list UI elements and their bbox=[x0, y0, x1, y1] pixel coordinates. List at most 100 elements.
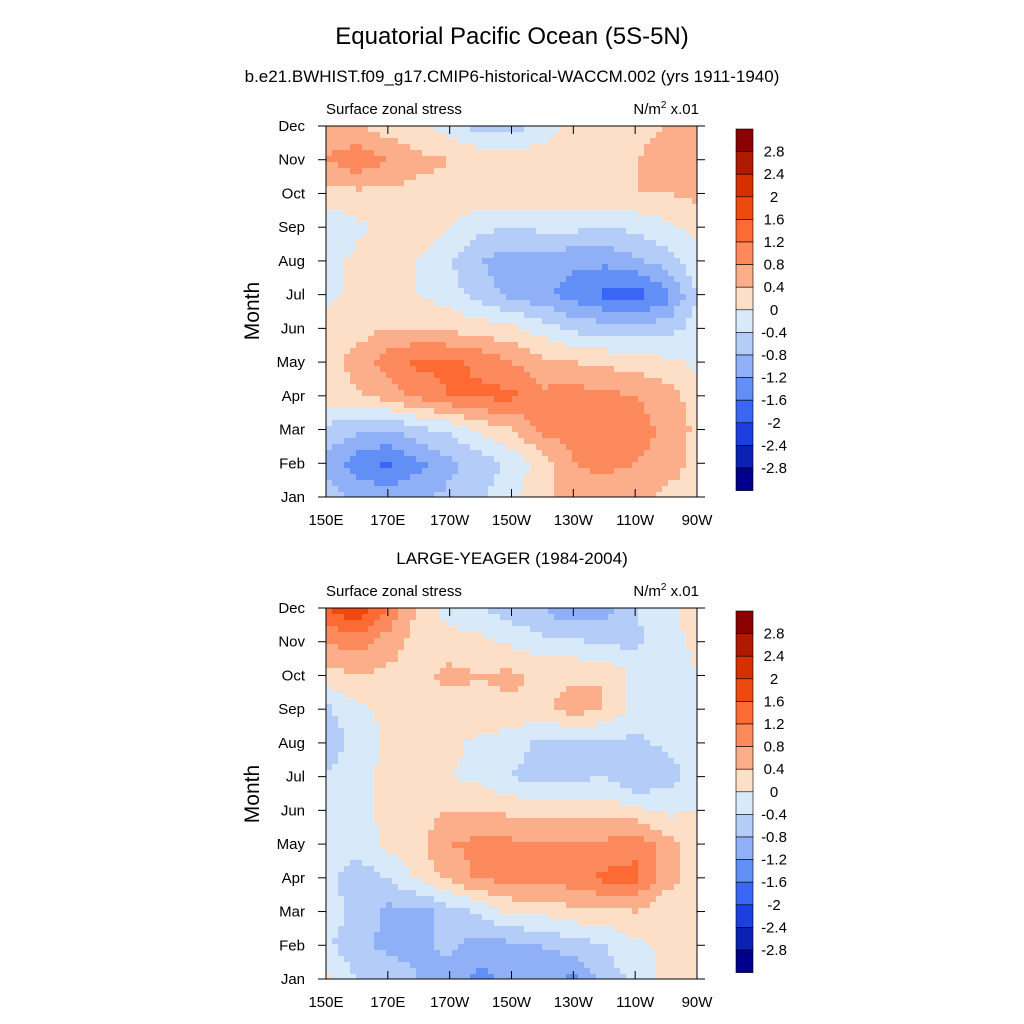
heatmap-cell bbox=[536, 450, 543, 457]
heatmap-cell bbox=[614, 462, 621, 469]
heatmap-cell bbox=[326, 438, 333, 445]
heatmap-cell bbox=[470, 462, 477, 469]
heatmap-cell bbox=[410, 468, 417, 475]
heatmap-cell bbox=[410, 662, 417, 669]
heatmap-cell bbox=[398, 216, 405, 223]
heatmap-cell bbox=[404, 162, 411, 169]
heatmap-cell bbox=[596, 378, 603, 385]
colorbar-label: 2 bbox=[770, 189, 778, 206]
heatmap-cell bbox=[416, 608, 423, 615]
heatmap-cell bbox=[368, 366, 375, 373]
heatmap-cell bbox=[656, 288, 663, 295]
heatmap-cell bbox=[644, 150, 651, 157]
heatmap-cell bbox=[524, 462, 531, 469]
heatmap-cell bbox=[620, 390, 627, 397]
heatmap-cell bbox=[512, 384, 519, 391]
heatmap-cell bbox=[398, 222, 405, 229]
heatmap-cell bbox=[500, 632, 507, 639]
heatmap-cell bbox=[686, 210, 693, 217]
heatmap-cell bbox=[344, 414, 351, 421]
heatmap-cell bbox=[536, 198, 543, 205]
heatmap-cell bbox=[608, 620, 615, 627]
heatmap-cell bbox=[332, 644, 339, 651]
heatmap-cell bbox=[686, 462, 693, 469]
heatmap-cell bbox=[530, 486, 537, 493]
heatmap-cell bbox=[482, 264, 489, 271]
heatmap-cell bbox=[464, 144, 471, 151]
heatmap-cell bbox=[350, 420, 357, 427]
heatmap-cell bbox=[500, 348, 507, 355]
heatmap-cell bbox=[530, 228, 537, 235]
heatmap-cell bbox=[566, 168, 573, 175]
heatmap-cell bbox=[596, 474, 603, 481]
heatmap-cell bbox=[596, 372, 603, 379]
heatmap-cell bbox=[368, 186, 375, 193]
colorbar-box bbox=[735, 467, 754, 491]
heatmap-cell bbox=[536, 456, 543, 463]
heatmap-cell bbox=[332, 698, 339, 705]
heatmap-cell bbox=[362, 282, 369, 289]
heatmap-cell bbox=[386, 246, 393, 253]
heatmap-cell bbox=[452, 144, 459, 151]
heatmap-cell bbox=[548, 342, 555, 349]
heatmap-cell bbox=[488, 270, 495, 277]
heatmap-cell bbox=[650, 662, 657, 669]
heatmap-cell bbox=[662, 438, 669, 445]
heatmap-cell bbox=[686, 390, 693, 397]
heatmap-cell bbox=[590, 444, 597, 451]
heatmap-cell bbox=[650, 698, 657, 705]
heatmap-cell bbox=[512, 462, 519, 469]
heatmap-cell bbox=[356, 432, 363, 439]
heatmap-cell bbox=[368, 626, 375, 633]
heatmap-cell bbox=[368, 614, 375, 621]
heatmap-cell bbox=[548, 150, 555, 157]
heatmap-cell bbox=[578, 174, 585, 181]
heatmap-cell bbox=[398, 258, 405, 265]
heatmap-cell bbox=[590, 240, 597, 247]
heatmap-cell bbox=[326, 156, 333, 163]
heatmap-cell bbox=[656, 456, 663, 463]
heatmap-cell bbox=[632, 396, 639, 403]
heatmap-cell bbox=[476, 456, 483, 463]
heatmap-cell bbox=[536, 210, 543, 217]
heatmap-cell bbox=[566, 378, 573, 385]
heatmap-cell bbox=[386, 204, 393, 211]
heatmap-cell bbox=[632, 668, 639, 675]
heatmap-cell bbox=[668, 420, 675, 427]
heatmap-cell bbox=[608, 270, 615, 277]
heatmap-cell bbox=[404, 354, 411, 361]
heatmap-cell bbox=[452, 276, 459, 283]
heatmap-cell bbox=[422, 366, 429, 373]
heatmap-cell bbox=[380, 614, 387, 621]
heatmap-cell bbox=[548, 680, 555, 687]
heatmap-cell bbox=[500, 462, 507, 469]
heatmap-cell bbox=[344, 626, 351, 633]
heatmap-cell bbox=[650, 276, 657, 283]
heatmap-cell bbox=[680, 174, 687, 181]
heatmap-cell bbox=[518, 486, 525, 493]
heatmap-cell bbox=[368, 420, 375, 427]
heatmap-cell bbox=[512, 408, 519, 415]
heatmap-cell bbox=[350, 162, 357, 169]
heatmap-cell bbox=[416, 420, 423, 427]
heatmap-cell bbox=[530, 336, 537, 343]
heatmap-cell bbox=[332, 420, 339, 427]
heatmap-cell bbox=[350, 138, 357, 145]
heatmap-cell bbox=[410, 698, 417, 705]
heatmap-cell bbox=[692, 330, 697, 337]
heatmap-cell bbox=[440, 252, 447, 259]
heatmap-cell bbox=[506, 198, 513, 205]
heatmap-cell bbox=[572, 162, 579, 169]
heatmap-cell bbox=[584, 192, 591, 199]
heatmap-cell bbox=[638, 384, 645, 391]
heatmap-cell bbox=[452, 300, 459, 307]
heatmap-cell bbox=[560, 318, 567, 325]
heatmap-cell bbox=[596, 168, 603, 175]
heatmap-cell bbox=[416, 366, 423, 373]
heatmap-cell bbox=[692, 486, 697, 493]
heatmap-cell bbox=[692, 126, 697, 133]
heatmap-cell bbox=[452, 674, 459, 681]
heatmap-cell bbox=[578, 276, 585, 283]
heatmap-cell bbox=[602, 324, 609, 331]
heatmap-cell bbox=[572, 402, 579, 409]
